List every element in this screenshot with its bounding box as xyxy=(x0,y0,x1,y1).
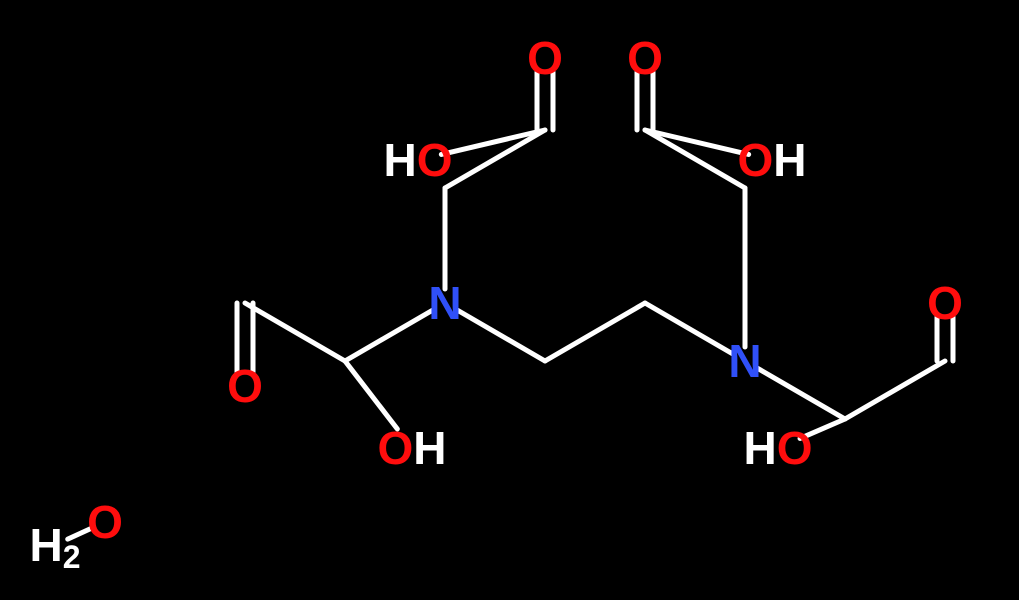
atom-h: H2 xyxy=(29,519,80,575)
bond xyxy=(645,303,733,354)
atom-n: N xyxy=(428,277,461,329)
bonds-group xyxy=(68,72,953,539)
atom-label: O xyxy=(527,32,563,84)
bond xyxy=(845,361,945,419)
atom-o: O xyxy=(527,32,563,84)
molecule-diagram: NNOHOOOHOOHOHOOH2 xyxy=(0,0,1019,600)
bond xyxy=(245,303,345,361)
atom-o: O xyxy=(227,360,263,412)
atom-o: OH xyxy=(377,422,446,474)
atom-n: N xyxy=(728,335,761,387)
atom-label: N xyxy=(728,335,761,387)
atom-o: OH xyxy=(737,134,806,186)
bond xyxy=(345,361,397,429)
atom-label: HO xyxy=(743,422,812,474)
atom-label: O xyxy=(227,360,263,412)
bond xyxy=(545,303,645,361)
atom-label: O xyxy=(87,496,123,548)
atom-label: O xyxy=(627,32,663,84)
atom-o: HO xyxy=(383,134,452,186)
atoms-group: NNOHOOOHOOHOHOOH2 xyxy=(29,32,962,575)
bond xyxy=(345,310,433,361)
atom-label: HO xyxy=(383,134,452,186)
atom-label: N xyxy=(428,277,461,329)
bond xyxy=(757,368,845,419)
atom-o: O xyxy=(87,496,123,548)
atom-label: OH xyxy=(737,134,806,186)
atom-label: H2 xyxy=(29,519,80,575)
bond xyxy=(445,130,545,188)
atom-label: OH xyxy=(377,422,446,474)
atom-o: O xyxy=(927,277,963,329)
atom-label: O xyxy=(927,277,963,329)
bond xyxy=(645,130,745,188)
atom-o: HO xyxy=(743,422,812,474)
bond xyxy=(645,130,749,154)
atom-o: O xyxy=(627,32,663,84)
bond xyxy=(441,130,545,154)
bond xyxy=(457,310,545,361)
